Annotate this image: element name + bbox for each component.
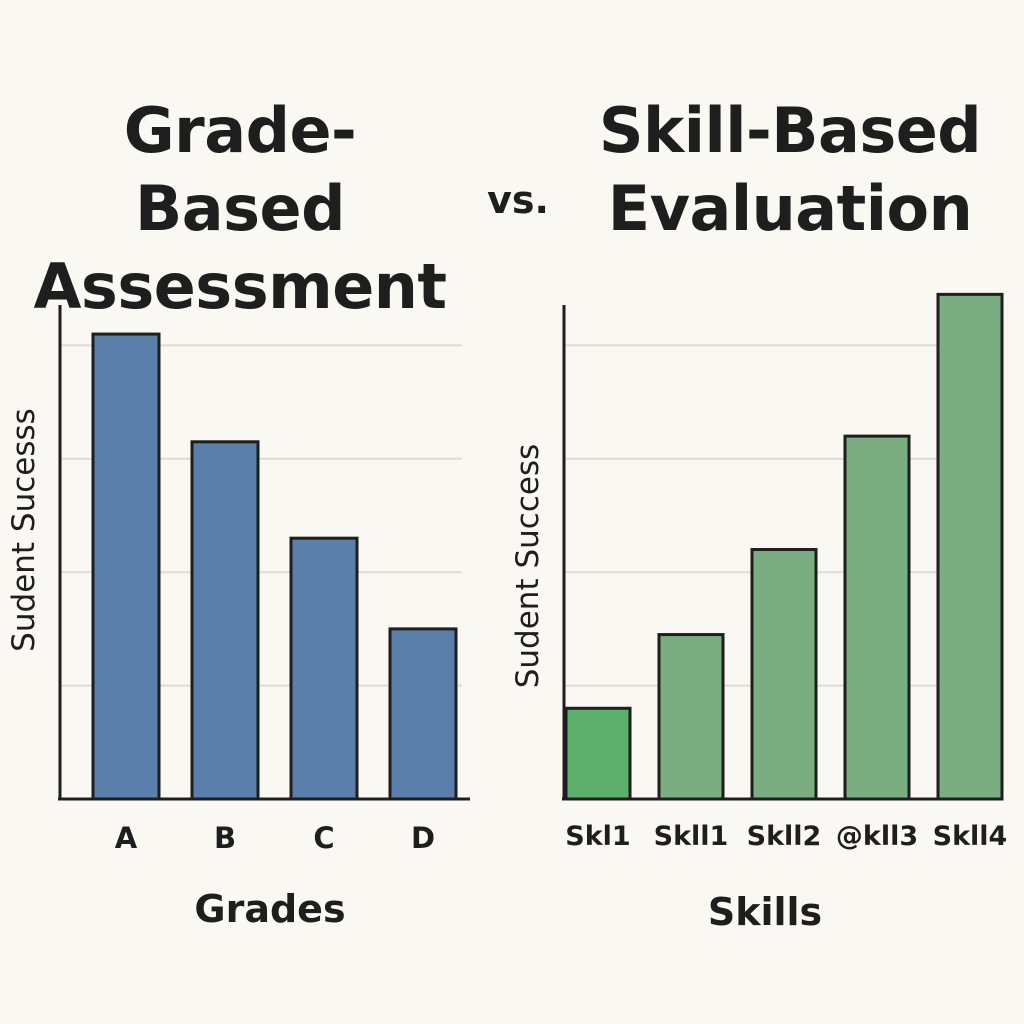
- grade-x-tick-label: D: [411, 821, 435, 855]
- skill-x-tick-label: @kll3: [836, 821, 918, 852]
- grade-x-tick-label: B: [214, 821, 236, 855]
- grade-chart: A B C D Sudent Sucesss Grades: [6, 305, 470, 931]
- skill-chart: Skl1 Skll1 Skll2 @kll3 Skll4 Sudent Success …: [510, 292, 1007, 934]
- left-chart-title: Grade-Based Assessment: [33, 94, 447, 323]
- grade-bar-4: [388, 627, 458, 801]
- skill-bar-1: [564, 706, 632, 801]
- grade-chart-x-ticks: A B C D: [115, 821, 435, 855]
- skill-bar-5: [936, 292, 1004, 801]
- grade-chart-bars: [91, 332, 458, 801]
- skill-bar-3: [750, 548, 818, 801]
- grade-bar-3: [289, 536, 359, 801]
- skill-x-tick-label: Skll2: [747, 821, 822, 852]
- skill-chart-y-label: Sudent Success: [510, 444, 546, 689]
- grade-chart-y-label: Sudent Sucesss: [6, 408, 42, 652]
- skill-chart-x-label: Skills: [708, 890, 822, 934]
- grade-x-tick-label: C: [313, 821, 334, 855]
- skill-x-tick-label: Skll1: [654, 821, 729, 852]
- skill-x-tick-label: Skll4: [933, 821, 1008, 852]
- grade-x-tick-label: A: [115, 821, 138, 855]
- skill-bar-2: [657, 633, 725, 801]
- skill-chart-x-ticks: Skl1 Skll1 Skll2 @kll3 Skll4: [565, 821, 1007, 852]
- skill-bar-4: [843, 434, 911, 801]
- vs-label: vs.: [487, 178, 549, 222]
- skill-x-tick-label: Skl1: [565, 821, 630, 852]
- grade-bar-1: [91, 332, 161, 801]
- right-chart-title: Skill-Based Evaluation: [598, 94, 982, 245]
- grade-chart-x-label: Grades: [194, 887, 345, 931]
- grade-bar-2: [190, 440, 260, 801]
- skill-chart-bars: [564, 292, 1004, 801]
